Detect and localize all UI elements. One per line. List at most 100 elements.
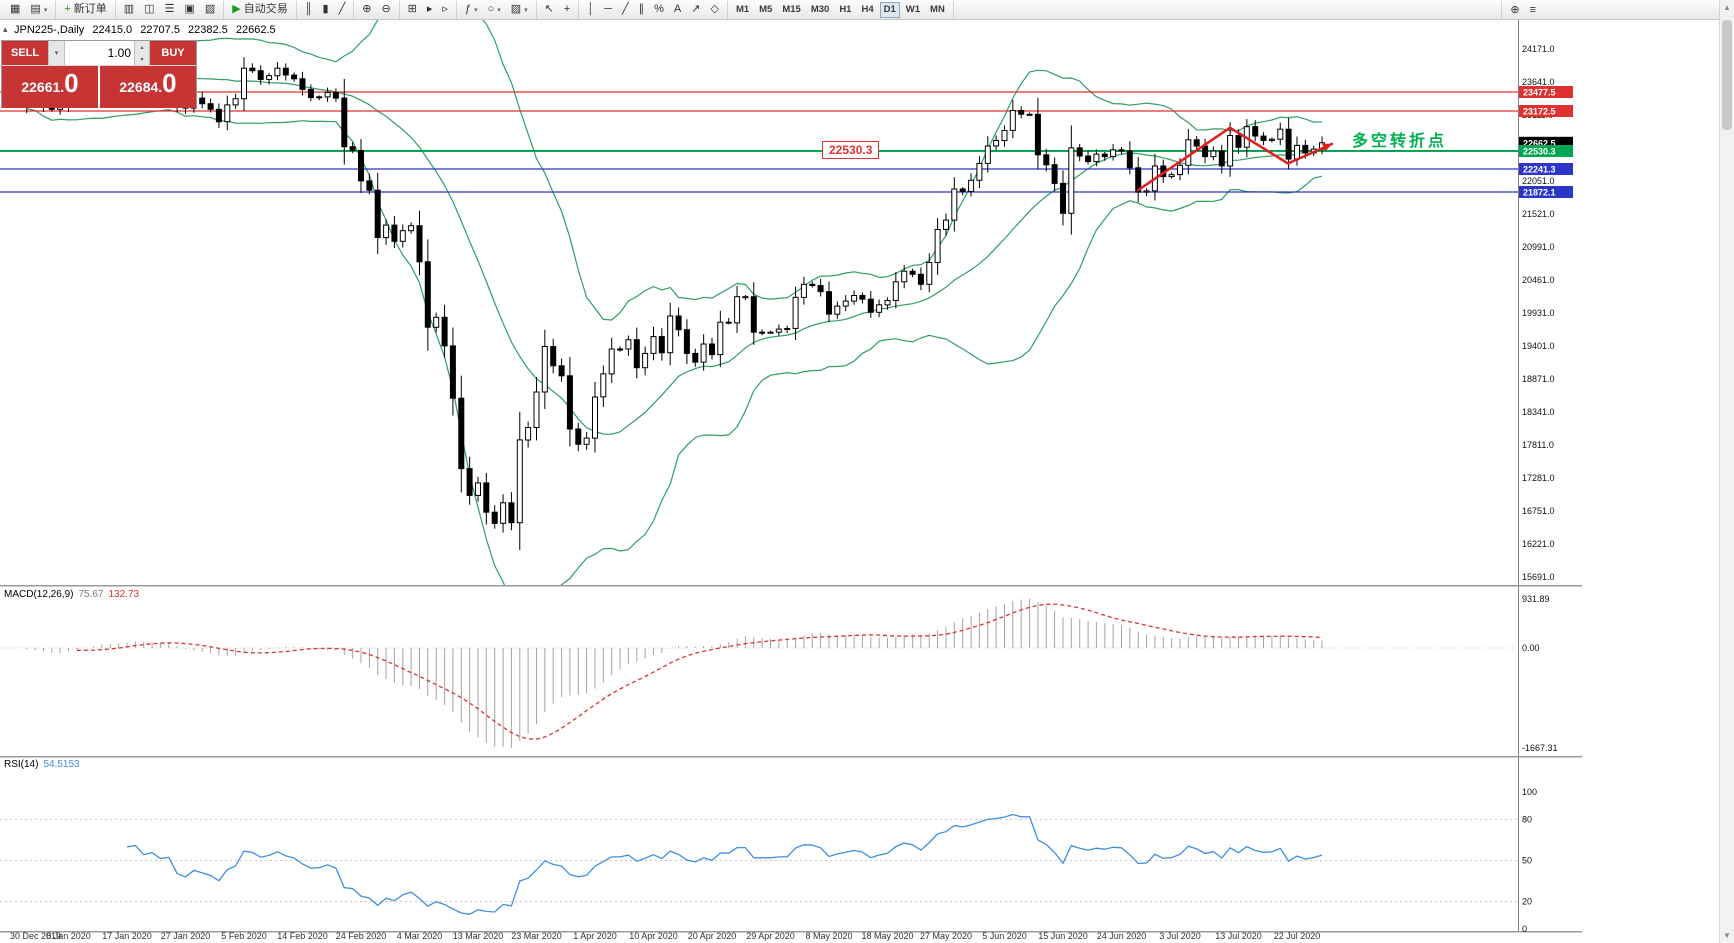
toolbar-templates[interactable]: ▨ ▾ [507,2,532,18]
toolbar-tile-windows[interactable]: ⊞ [404,2,421,18]
panel-separators[interactable] [0,585,1582,933]
toolbar-arrows-tool[interactable]: ↗ [687,2,704,18]
sell-button[interactable]: SELL [2,41,48,65]
volume-input[interactable] [65,41,134,65]
toolbar-cursor[interactable]: ↖ [541,2,558,18]
scroll-up-icon[interactable]: ▲ [1723,3,1731,12]
toolbar-shapes-tool[interactable]: ◇ [706,2,722,18]
toolbar-new-order[interactable]: + 新订单 [60,2,110,18]
toolbar-group-panels: ▥ ◫ ☰ ▣ ▧ [116,0,225,19]
volume-decrease-button[interactable]: ▾ [135,53,149,65]
ohlc-high: 22707.5 [140,24,180,36]
toolbar-tf-d1[interactable]: D1 [879,1,900,18]
svg-text:19401.0: 19401.0 [1522,341,1555,351]
toolbar-quick-search[interactable]: ≡ [1526,2,1540,18]
toolbar-zoom-tools[interactable]: ⊕ [1506,2,1523,18]
toolbar-auto-trading[interactable]: ▶ 自动交易 [228,2,291,18]
horizontal-line-icon: ─ [604,3,612,15]
sell-price-button[interactable]: 22661. 0 [2,66,98,108]
toolbar-group-timeframes: M1 M5 M15 M30 H1 H4 D1 W1 MN [728,0,954,19]
new-order-icon: + [64,3,71,15]
buy-price-button[interactable]: 22684. 0 [100,66,196,108]
chart-profiles-dropdown-icon: ▾ [43,6,48,14]
toolbar-new-chart[interactable]: ▦ [6,2,24,18]
toolbar-tf-h1[interactable]: H1 [835,2,855,18]
svg-text:15691.0: 15691.0 [1522,572,1555,582]
svg-text:0: 0 [1522,924,1527,934]
toolbar-equidistant-channel[interactable]: ∥ [635,2,649,18]
zigzag-trendline[interactable] [1136,126,1334,192]
lot-preset-dropdown[interactable]: ▾ [48,41,65,65]
rsi-panel: 100 80 50 20 0 [0,787,1537,934]
tf-w1-label: W1 [905,4,921,15]
svg-text:0.00: 0.00 [1522,643,1540,653]
toolbar-periods[interactable]: ○ ▾ [484,2,505,18]
toolbar-fibonacci[interactable]: % [650,2,668,18]
svg-text:21521.0: 21521.0 [1522,209,1555,219]
svg-text:24171.0: 24171.0 [1522,44,1555,54]
toolbar-vertical-line[interactable]: │ [583,2,598,18]
new-chart-icon: ▦ [10,3,21,15]
volume-increase-button[interactable]: ▴ [135,41,149,53]
toolbar-navigator[interactable]: ☰ [161,2,179,18]
svg-text:3 Jul 2020: 3 Jul 2020 [1159,931,1201,941]
macd-name: MACD(12,26,9) [4,589,74,600]
vertical-scrollbar[interactable]: ▲ ▼ [1719,0,1734,943]
turning-point-annotation[interactable]: 多空转折点 [1352,133,1448,150]
toolbar-zoom-in[interactable]: ⊕ [358,2,375,18]
toolbar-tf-w1[interactable]: W1 [902,2,924,18]
market-watch-icon: ▥ [123,3,135,15]
toolbar-line-chart[interactable]: ╱ [335,2,350,18]
scroll-down-icon[interactable]: ▼ [1723,931,1731,940]
svg-text:-1667.31: -1667.31 [1522,743,1558,753]
toolbar-tf-m5[interactable]: M5 [755,2,776,18]
toolbar-group-file: ▦ ▤ ▾ [2,0,57,19]
toolbar-tf-mn[interactable]: MN [926,2,949,18]
toolbar-zoom-out[interactable]: ⊖ [377,2,394,18]
toolbar-terminal[interactable]: ▣ [180,2,198,18]
toolbar-bar-chart[interactable]: ║ [301,2,317,18]
panel-collapse-icon[interactable]: ▴ [3,24,8,34]
toolbar-horizontal-line[interactable]: ─ [600,2,616,18]
svg-text:5 Jun 2020: 5 Jun 2020 [982,931,1027,941]
toolbar-auto-scroll[interactable]: ▸ [423,2,437,18]
toolbar-strategy-tester[interactable]: ▧ [201,2,219,18]
buy-price-pips: 0 [162,68,177,98]
toolbar-group-autotrading: ▶ 自动交易 [224,0,297,19]
buy-button[interactable]: BUY [150,41,196,65]
auto-scroll-icon: ▸ [426,3,433,15]
strategy-tester-icon: ▧ [204,3,216,15]
scrollbar-thumb[interactable] [1722,20,1732,130]
svg-text:21872.1: 21872.1 [1523,188,1556,198]
svg-text:18341.0: 18341.0 [1522,407,1555,417]
toolbar-indicators[interactable]: ƒ ▾ [461,2,482,18]
toolbar-candlestick-chart[interactable]: ▮ [319,2,333,18]
sell-price-pips: 0 [64,68,79,98]
toolbar-trendline[interactable]: ╱ [618,2,633,18]
svg-text:931.89: 931.89 [1522,594,1550,604]
toolbar-tf-m1[interactable]: M1 [732,2,753,18]
toolbar-tf-m30[interactable]: M30 [807,2,833,18]
toolbar-market-watch[interactable]: ▥ [120,2,138,18]
one-click-trading-panel: SELL ▾ ▴ ▾ BUY 22661.0 22684.0 [1,40,197,108]
zoom-out-icon: ⊖ [381,3,391,15]
toolbar: ▦ ▤ ▾ + 新订单 ▥ ◫ ☰ ▣ ▧ ▶ 自动交易 ║ ▮ ╱ ⊕ ⊖ ⊞ ▸ ▹ ƒ ▾ ○ ▾ ▨ ▾ ↖ + │ ─ ╱ ∥% A ↗… [0,0,1734,20]
toolbar-tf-h4[interactable]: H4 [857,2,877,18]
horizontal-level-lines[interactable] [0,91,1518,193]
rsi-value: 54.5153 [43,759,80,770]
price-level-label[interactable]: 22530.3 [822,141,880,159]
toolbar-tf-m15[interactable]: M15 [778,2,804,18]
toolbar-data-window[interactable]: ◫ [140,2,158,18]
toolbar-crosshair[interactable]: + [560,2,574,18]
price-chart-canvas[interactable]: 24171.023641.023111.022581.022051.021521… [0,20,1734,943]
toolbar-chart-shift[interactable]: ▹ [438,2,452,18]
svg-text:20461.0: 20461.0 [1522,275,1555,285]
svg-text:1 Apr 2020: 1 Apr 2020 [573,931,617,941]
toolbar-text-tool[interactable]: A [670,2,685,18]
toolbar-chart-profiles[interactable]: ▤ ▾ [26,2,51,18]
arrows-tool-icon: ↗ [691,3,701,15]
svg-text:29 Apr 2020: 29 Apr 2020 [746,931,795,941]
zoom-in-icon: ⊕ [362,3,372,15]
